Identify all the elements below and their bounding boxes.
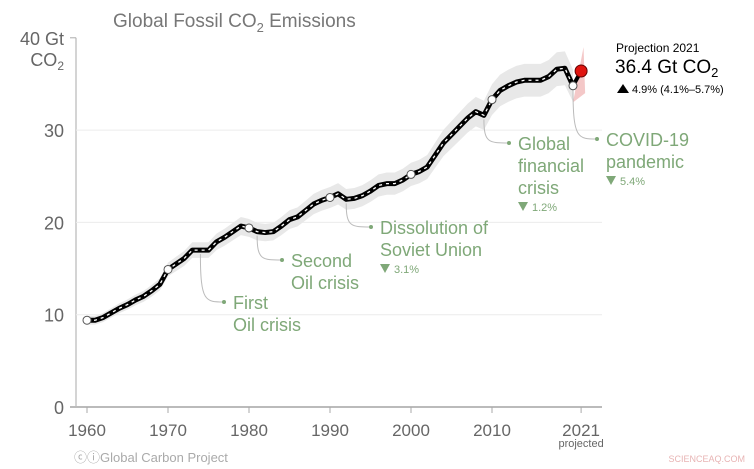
y-tick-label: 0 <box>54 398 64 418</box>
cc-icon: ⓒⓘ <box>74 450 100 465</box>
year-marker <box>163 264 173 274</box>
annotation-dot <box>280 258 284 262</box>
annotation-leader-line <box>199 254 225 303</box>
annotation-text: crisis <box>518 178 559 198</box>
projection-point <box>574 64 588 78</box>
down-triangle-icon <box>606 176 616 185</box>
annotation-leader-line <box>256 235 283 261</box>
y-axis-label-line1: 40 Gt <box>20 29 64 49</box>
annotation-leader-line <box>345 203 372 228</box>
x-tick-note: projected <box>558 438 603 450</box>
annotation-change: 1.2% <box>532 202 557 214</box>
annotation-change: 3.1% <box>394 264 419 276</box>
projection-callout: Projection 2021 36.4 Gt CO2 4.9% (4.1%–5… <box>615 41 724 96</box>
x-tick-label: 2010 <box>473 421 511 440</box>
down-triangle-icon <box>518 202 528 211</box>
annotation-text: Global <box>518 134 570 154</box>
y-tick-label: 30 <box>44 121 64 141</box>
chart-title: Global Fossil CO2 Emissions <box>113 11 356 35</box>
credit-text: ⓒⓘGlobal Carbon Project <box>74 450 228 465</box>
annotation-text: Oil crisis <box>233 315 301 335</box>
annotation-text: financial <box>518 156 584 176</box>
x-tick-label: 1990 <box>311 421 349 440</box>
projection-value: 36.4 Gt CO2 <box>615 57 718 80</box>
year-marker <box>82 315 92 325</box>
annotation-text: pandemic <box>606 152 684 172</box>
annotation-change: 5.4% <box>620 176 645 188</box>
y-axis-label-line2: CO2 <box>30 50 64 73</box>
annotation-text: Dissolution of <box>380 218 489 238</box>
annotation-text: Oil crisis <box>291 273 359 293</box>
annotation-leader-line <box>572 89 598 140</box>
year-marker <box>406 169 416 179</box>
year-marker <box>325 192 335 202</box>
x-tick-label: 1970 <box>149 421 187 440</box>
annotation-dot <box>595 137 599 141</box>
annotation-dot <box>369 225 373 229</box>
x-tick-label: 2021 <box>562 421 600 440</box>
annotation-text: Soviet Union <box>380 240 482 260</box>
y-tick-label: 20 <box>44 213 64 233</box>
y-tick-label: 10 <box>44 306 64 326</box>
annotation-text: First <box>233 293 268 313</box>
annotation-leader-line <box>483 119 510 144</box>
up-triangle-icon <box>617 84 629 93</box>
annotation-dot <box>222 300 226 304</box>
x-tick-label: 1960 <box>68 421 106 440</box>
annotation-text: Second <box>291 251 352 271</box>
year-marker <box>487 95 497 105</box>
watermark: SCIENCEAQ.COM <box>668 454 745 464</box>
annotation-text: COVID-19 <box>606 130 689 150</box>
projection-change: 4.9% (4.1%–5.7%) <box>632 84 724 96</box>
down-triangle-icon <box>380 264 390 273</box>
uncertainty-band <box>87 51 573 325</box>
year-marker <box>568 81 578 91</box>
x-tick-label: 2000 <box>392 421 430 440</box>
annotation-dot <box>507 141 511 145</box>
x-tick-label: 1980 <box>230 421 268 440</box>
projection-label: Projection 2021 <box>616 41 700 55</box>
year-marker <box>244 223 254 233</box>
